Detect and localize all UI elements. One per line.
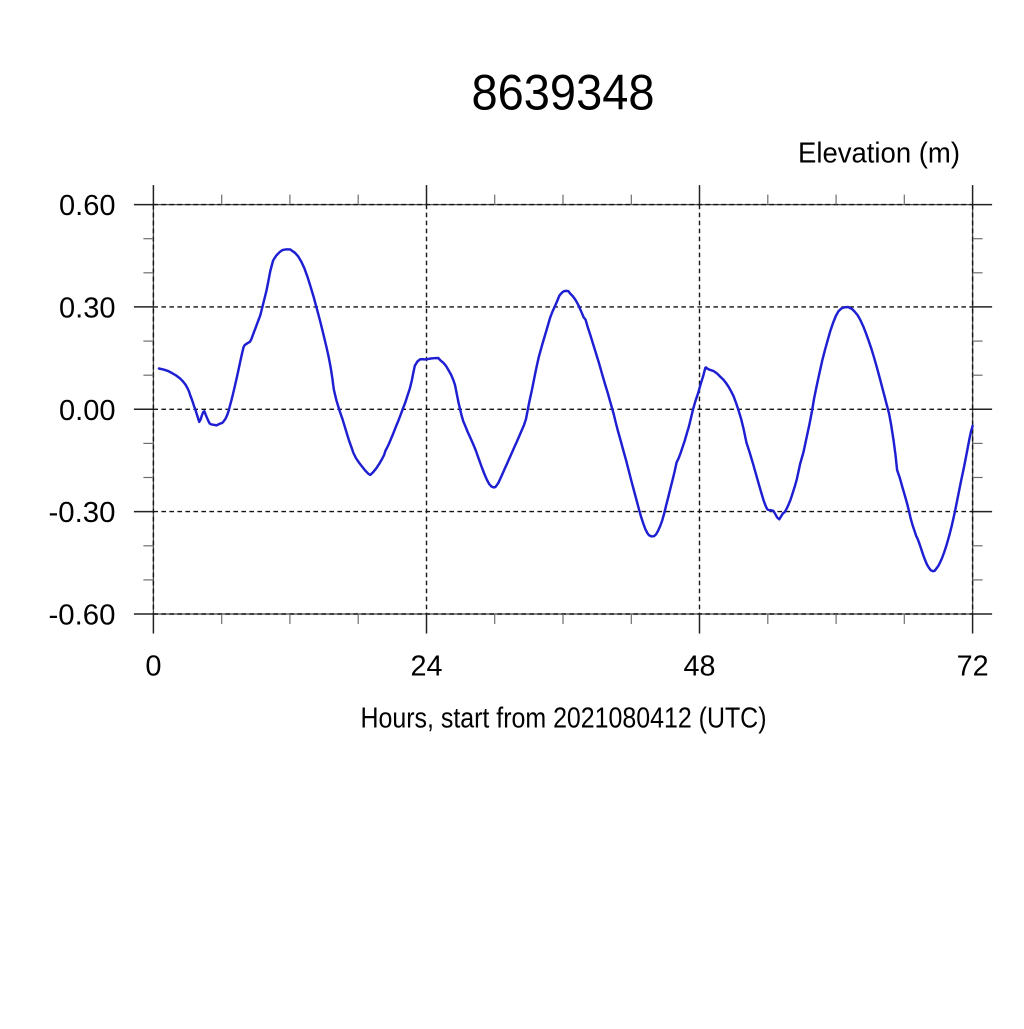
- svg-text:-0.30: -0.30: [49, 497, 116, 529]
- svg-text:72: 72: [957, 650, 989, 682]
- svg-text:0: 0: [145, 650, 161, 682]
- svg-text:0.00: 0.00: [59, 395, 116, 427]
- svg-text:8639348: 8639348: [472, 65, 655, 121]
- svg-text:Hours, start from 2021080412 (: Hours, start from 2021080412 (UTC): [361, 703, 767, 735]
- svg-text:24: 24: [411, 650, 443, 682]
- svg-text:Elevation (m): Elevation (m): [798, 138, 960, 170]
- svg-text:0.30: 0.30: [59, 292, 116, 324]
- svg-text:-0.60: -0.60: [49, 600, 116, 632]
- svg-text:0.60: 0.60: [59, 190, 116, 222]
- svg-text:48: 48: [684, 650, 716, 682]
